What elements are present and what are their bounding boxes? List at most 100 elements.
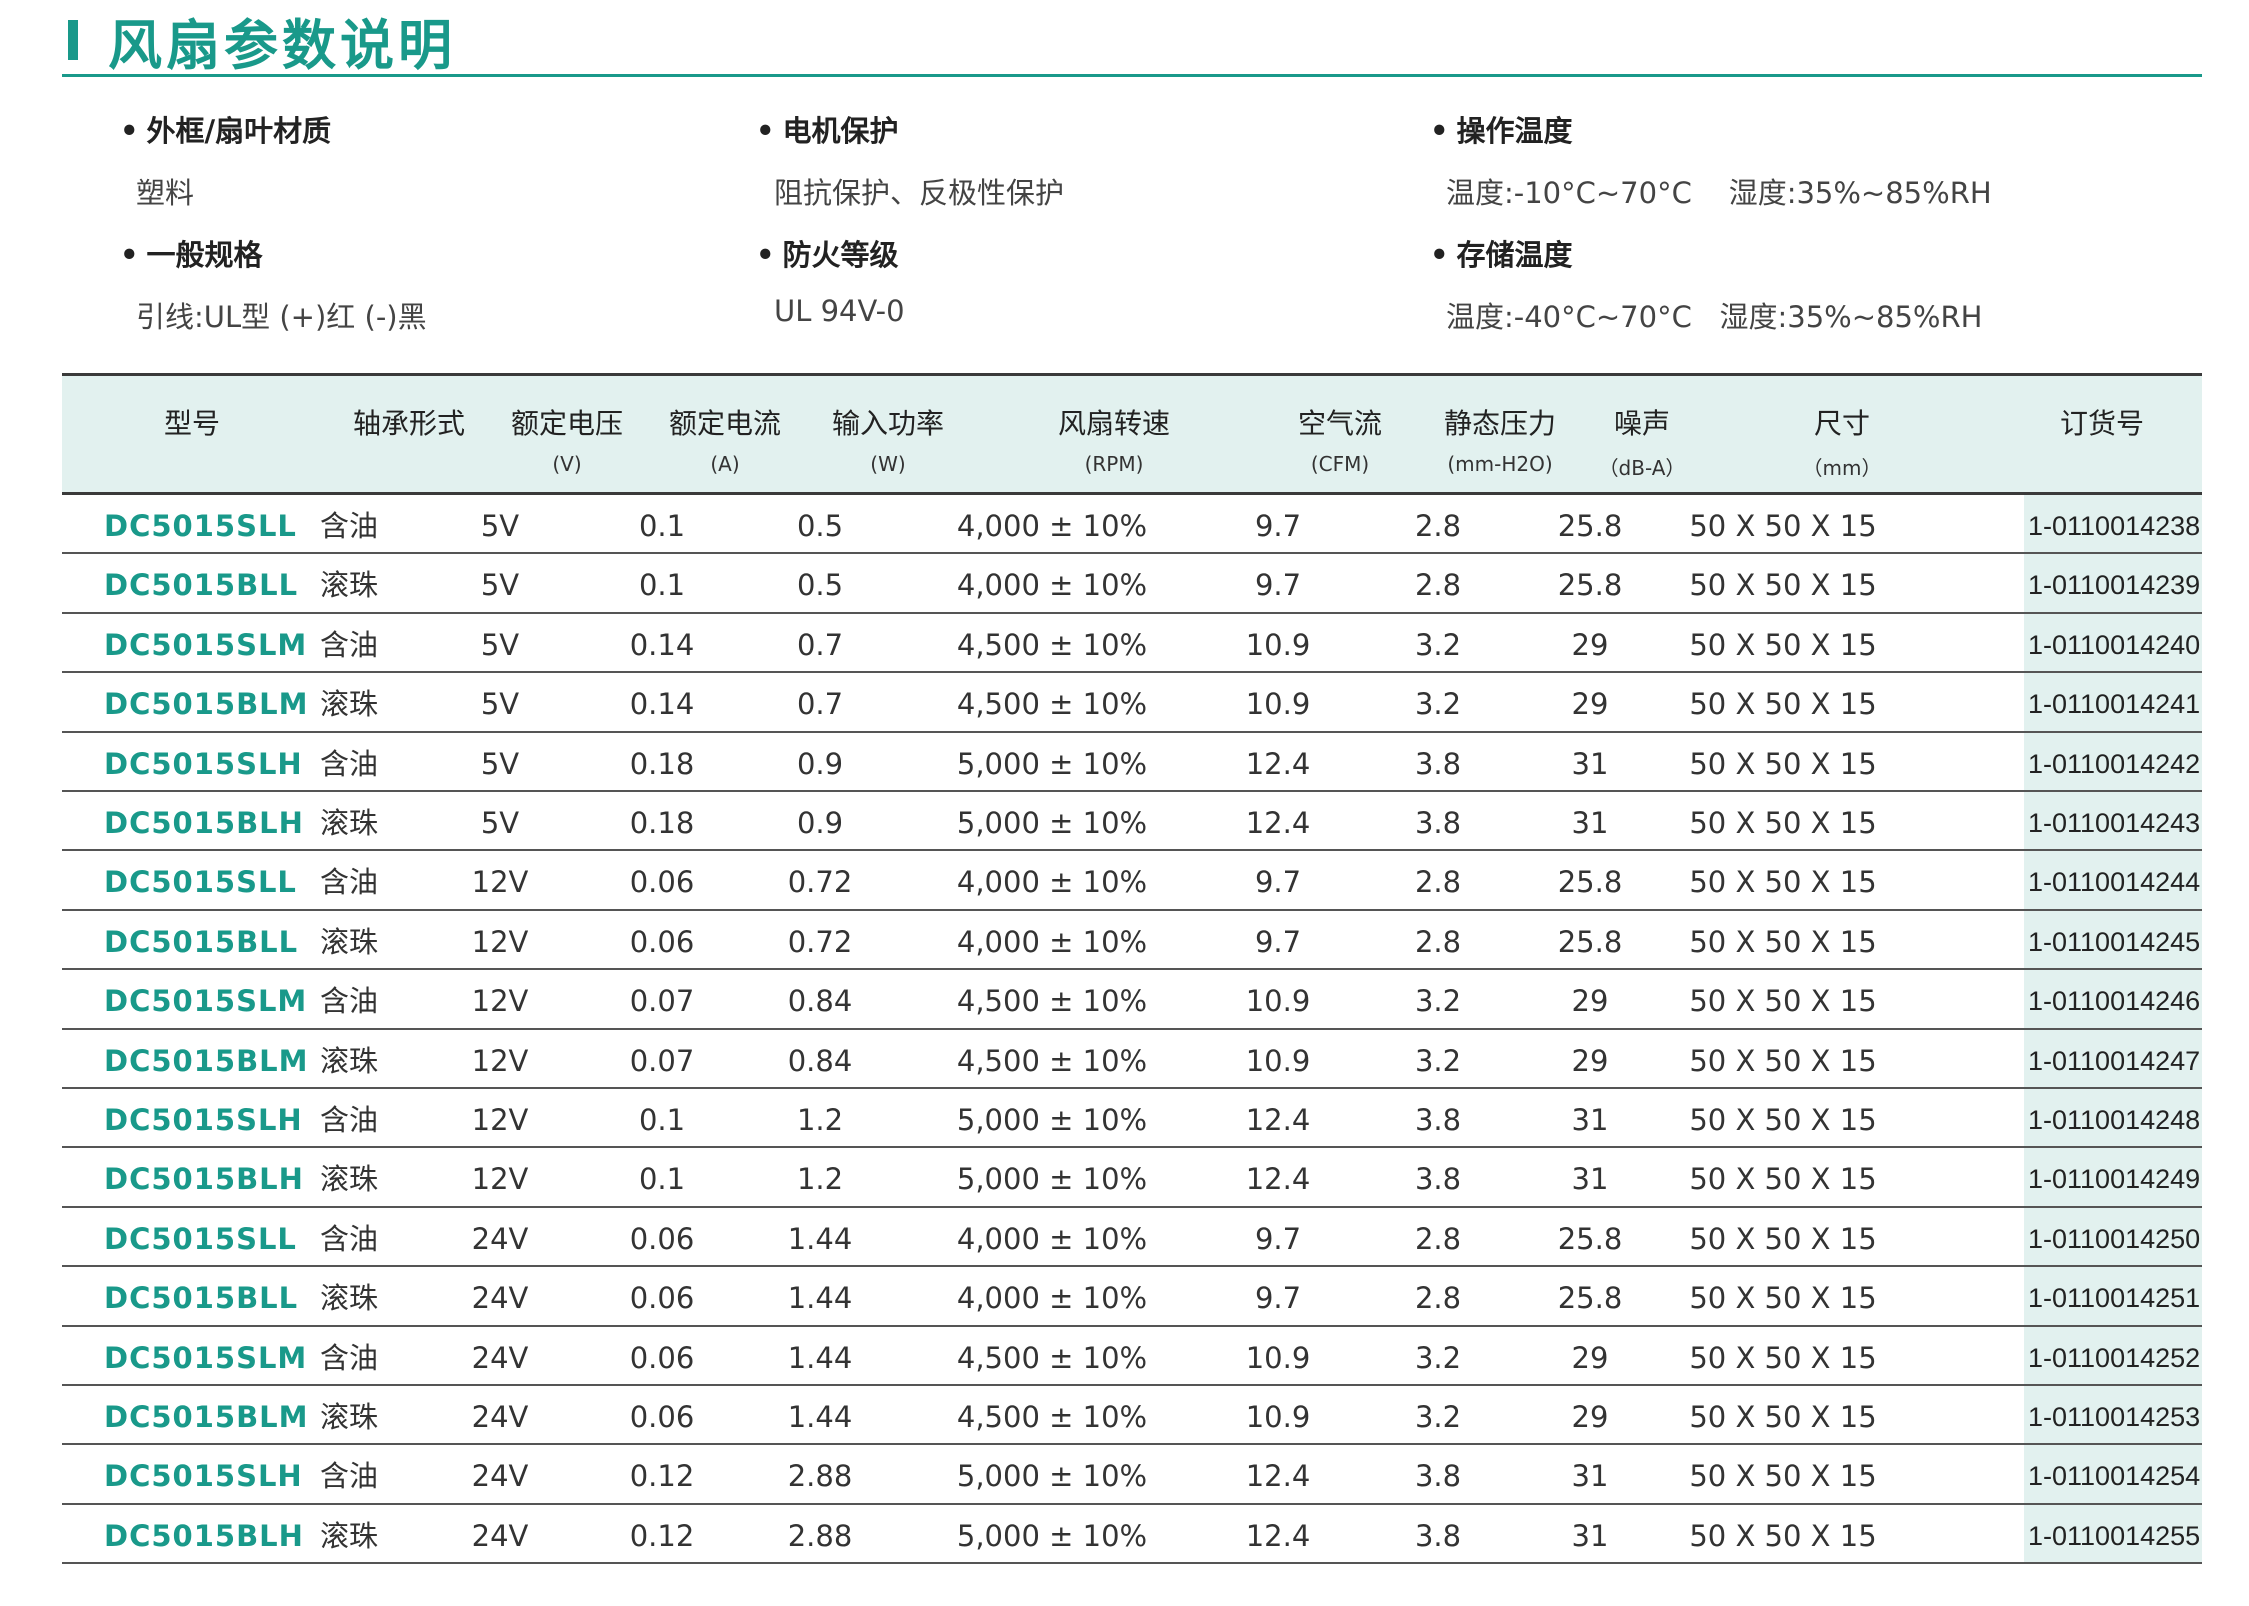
- table-row: DC5015SLH 含油 24V 0.12 2.88 5,000 ± 10% 12.4 3.8…: [62, 1445, 2202, 1505]
- table-cell: 50 X 50 X 15: [1689, 1043, 1877, 1078]
- table-cell: 含油: [319, 865, 379, 900]
- table-cell: 5,000 ± 10%: [956, 1518, 1148, 1553]
- table-cell: 5V: [480, 509, 520, 543]
- table-cell: 4,000 ± 10%: [956, 924, 1148, 959]
- table-cell: DC5015BLL: [104, 1281, 299, 1316]
- table-cell: 9.7: [1254, 568, 1302, 603]
- table-cell: DC5015SLH: [104, 746, 303, 781]
- table-cell: 1-0110014242: [2028, 748, 2201, 779]
- table-cell: 3.8: [1414, 1103, 1462, 1137]
- table-cell: 4,000 ± 10%: [956, 865, 1148, 900]
- table-cell: 4,500 ± 10%: [956, 984, 1148, 1019]
- spec-value-fire-rating: UL 94V-0: [774, 294, 905, 328]
- table-row: DC5015SLH 含油 5V 0.18 0.9 5,000 ± 10% 12.4 3.8 31…: [62, 733, 2202, 792]
- table-cell: 12V: [471, 865, 529, 900]
- table-cell: 0.07: [629, 984, 695, 1019]
- table-cell: 4,000 ± 10%: [956, 509, 1148, 543]
- spec-label-operating-temp: 操作温度: [1430, 108, 1573, 150]
- table-cell: 12V: [471, 1103, 529, 1137]
- table-cell: 29: [1571, 984, 1609, 1019]
- table-cell: 9.7: [1254, 865, 1302, 900]
- table-cell: 12.4: [1245, 1103, 1311, 1137]
- table-cell: 50 X 50 X 15: [1689, 924, 1877, 959]
- table-cell: 10.9: [1245, 984, 1311, 1019]
- table-cell: 滚珠: [319, 568, 379, 603]
- table-cell: DC5015SLH: [104, 1103, 303, 1137]
- table-row: DC5015BLM 滚珠 24V 0.06 1.44 4,500 ± 10% 10.9 3.2…: [62, 1386, 2202, 1446]
- table-cell: 1.2: [796, 1103, 844, 1137]
- section-title: 风扇参数说明: [68, 10, 456, 77]
- column-header-name: 静态压力: [1443, 407, 1557, 440]
- table-cell: 50 X 50 X 15: [1689, 746, 1877, 781]
- column-header-unit: (CFM): [1310, 452, 1370, 476]
- table-cell: 0.18: [629, 746, 695, 781]
- table-cell: 含油: [319, 627, 379, 662]
- table-cell: DC5015BLH: [104, 1518, 304, 1553]
- table-row: DC5015SLL 含油 5V 0.1 0.5 4,000 ± 10% 9.7 2.8 25.8…: [62, 495, 2202, 555]
- table-cell: 4,500 ± 10%: [956, 687, 1148, 722]
- column-header: 额定电压 (V): [511, 376, 623, 492]
- column-header-unit: (V): [552, 452, 582, 476]
- table-cell: 50 X 50 X 15: [1689, 1459, 1877, 1494]
- table-row: DC5015BLH 滚珠 5V 0.18 0.9 5,000 ± 10% 12.4 3.8 31…: [62, 792, 2202, 852]
- table-cell: 1.44: [787, 1340, 853, 1375]
- table-cell: 3.8: [1414, 746, 1462, 781]
- table-cell: 2.88: [787, 1459, 853, 1494]
- table-cell: 1-0110014248: [2028, 1105, 2201, 1135]
- table-cell: 0.12: [629, 1459, 695, 1494]
- table-cell: 50 X 50 X 15: [1689, 1103, 1877, 1137]
- table-cell: 4,500 ± 10%: [956, 1340, 1148, 1375]
- table-cell: 4,000 ± 10%: [956, 1221, 1148, 1256]
- table-cell: 1.44: [787, 1221, 853, 1256]
- table-row: DC5015SLM 含油 12V 0.07 0.84 4,500 ± 10% 10.9 3.2…: [62, 970, 2202, 1030]
- table-cell: 滚珠: [319, 1281, 379, 1316]
- column-header: 额定电流 (A): [669, 376, 781, 492]
- spec-value-general: 引线:UL型 (+)红 (-)黑: [136, 300, 427, 334]
- column-header-name: 额定电压: [510, 407, 624, 440]
- table-cell: 0.18: [629, 806, 695, 840]
- table-cell: 25.8: [1557, 1281, 1623, 1316]
- table-top-rule: [62, 373, 2202, 376]
- table-cell: 1-0110014246: [2028, 986, 2201, 1017]
- table-cell: 0.14: [629, 627, 695, 662]
- table-cell: 2.8: [1414, 924, 1462, 959]
- table-row: DC5015BLM 滚珠 12V 0.07 0.84 4,500 ± 10% 10.9 3.2…: [62, 1030, 2202, 1089]
- column-header-name: 额定电流: [668, 407, 782, 440]
- table-cell: 0.7: [796, 627, 844, 662]
- column-header: 尺寸 （mm）: [1803, 376, 1882, 492]
- table-cell: 24V: [471, 1281, 529, 1316]
- table-cell: DC5015BLM: [104, 1043, 309, 1078]
- table-cell: 5,000 ± 10%: [956, 1162, 1148, 1197]
- table-cell: 50 X 50 X 15: [1689, 627, 1877, 662]
- table-cell: DC5015BLM: [104, 687, 309, 722]
- table-cell: DC5015SLH: [104, 1459, 303, 1494]
- table-cell: 0.12: [629, 1518, 695, 1553]
- table-cell: 4,500 ± 10%: [956, 627, 1148, 662]
- table-cell: 29: [1571, 1043, 1609, 1078]
- table-cell: 50 X 50 X 15: [1689, 1400, 1877, 1434]
- table-cell: DC5015BLM: [104, 1400, 309, 1434]
- table-cell: 12V: [471, 984, 529, 1019]
- table-cell: DC5015BLL: [104, 568, 299, 603]
- table-cell: DC5015BLL: [104, 924, 299, 959]
- table-cell: 31: [1571, 1459, 1609, 1494]
- table-cell: 29: [1571, 1340, 1609, 1375]
- table-row: DC5015BLH 滚珠 24V 0.12 2.88 5,000 ± 10% 12.4 3.8…: [62, 1505, 2202, 1565]
- table-cell: 5,000 ± 10%: [956, 806, 1148, 840]
- table-cell: DC5015SLL: [104, 865, 297, 900]
- table-cell: 50 X 50 X 15: [1689, 687, 1877, 722]
- column-header-name: 空气流: [1297, 407, 1383, 440]
- table-cell: 3.8: [1414, 806, 1462, 840]
- table-cell: 50 X 50 X 15: [1689, 984, 1877, 1019]
- table-cell: 1.2: [796, 1162, 844, 1197]
- spec-value-material: 塑料: [136, 176, 195, 210]
- table-cell: 1-0110014245: [2028, 926, 2201, 957]
- table-cell: 3.2: [1414, 627, 1462, 662]
- table-cell: 0.06: [629, 865, 695, 900]
- table-cell: 含油: [319, 1459, 379, 1494]
- table-cell: 12.4: [1245, 746, 1311, 781]
- table-cell: 1-0110014240: [2028, 629, 2201, 660]
- table-row: DC5015BLL 滚珠 12V 0.06 0.72 4,000 ± 10% 9.7 2.8 2…: [62, 911, 2202, 971]
- table-cell: 25.8: [1557, 924, 1623, 959]
- column-header-unit: (mm-H2O): [1447, 452, 1553, 476]
